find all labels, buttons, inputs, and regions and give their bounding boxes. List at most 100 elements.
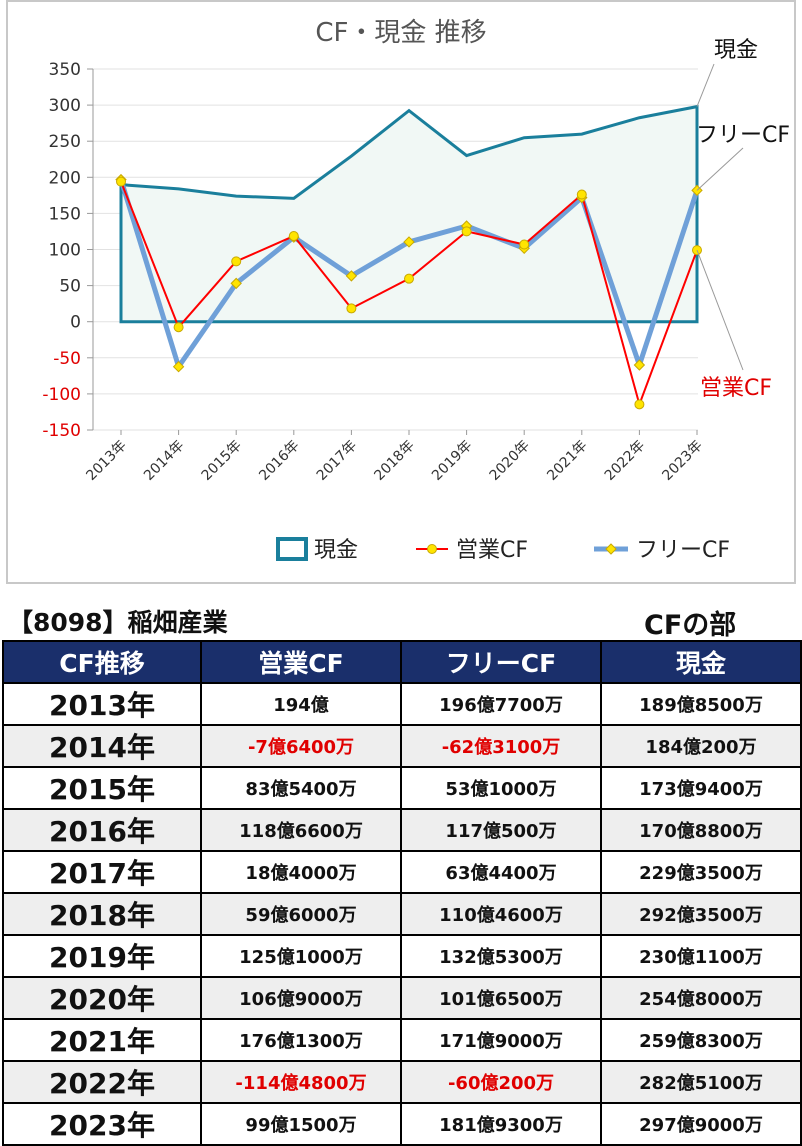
header-cash: 現金 xyxy=(600,640,802,684)
free-cf-point xyxy=(403,236,415,248)
x-tick-label: 2017年 xyxy=(314,438,360,484)
legend-swatch-cash xyxy=(276,537,308,561)
y-tick-label: -50 xyxy=(53,349,81,369)
y-tick-label: 200 xyxy=(49,168,81,188)
free-cf-cell: 181億9300万 xyxy=(400,1102,602,1146)
cash-cell: 170億8800万 xyxy=(600,808,802,852)
free-cf-point xyxy=(172,360,185,373)
operating-cf-cell: 194億 xyxy=(200,682,402,726)
cash-cell: 282億5100万 xyxy=(600,1060,802,1104)
free-cf-cell: -62億3100万 xyxy=(400,724,602,768)
chart-title: CF・現金 推移 xyxy=(315,18,486,48)
x-tick-label: 2013年 xyxy=(83,438,129,484)
cash-cell: 184億200万 xyxy=(600,724,802,768)
legend-label-cash: 現金 xyxy=(314,538,358,563)
x-tick-label: 2023年 xyxy=(659,438,705,484)
free-cf-cell: 132億5300万 xyxy=(400,934,602,978)
free-cf-point xyxy=(230,277,242,290)
annotation-label: 営業CF xyxy=(700,376,772,401)
operating-cf-cell: 59億6000万 xyxy=(200,892,402,936)
operating-cf-point xyxy=(116,176,126,187)
y-tick-label: 350 xyxy=(49,60,81,80)
year-cell: 2013年 xyxy=(2,682,202,726)
operating-cf-point xyxy=(519,239,530,250)
table-header-row: CF推移 営業CF フリーCF 現金 xyxy=(2,640,802,684)
company-title: 【8098】稲畑産業 xyxy=(8,608,228,637)
cash-cell: 254億8000万 xyxy=(600,976,802,1020)
annotation-leader xyxy=(696,249,744,371)
operating-cf-point xyxy=(173,322,184,333)
x-tick-label: 2021年 xyxy=(544,438,590,484)
cash-cell: 297億9000万 xyxy=(600,1102,802,1146)
free-cf-cell: 63億4400万 xyxy=(400,850,602,894)
x-tick-label: 2015年 xyxy=(199,438,245,484)
operating-cf-point xyxy=(634,399,645,410)
annotation-leader xyxy=(696,63,715,107)
annotation-label: 現金 xyxy=(714,38,758,63)
operating-cf-cell: 118億6600万 xyxy=(200,808,402,852)
cf-cash-chart: CF・現金 推移 350 300 250 200 150 100 50 0 -50 -100 -150… xyxy=(42,18,790,563)
x-tick-label: 2016年 xyxy=(256,438,302,484)
year-cell: 2018年 xyxy=(2,892,202,936)
free-cf-cell: 110億4600万 xyxy=(400,892,602,936)
legend-marker-free-cf xyxy=(605,543,617,555)
x-tick-label: 2022年 xyxy=(602,438,648,484)
year-cell: 2022年 xyxy=(2,1060,202,1104)
free-cf-cell: -60億200万 xyxy=(400,1060,602,1104)
free-cf-cell: 101億6500万 xyxy=(400,976,602,1020)
year-cell: 2014年 xyxy=(2,724,202,768)
cash-cell: 189億8500万 xyxy=(600,682,802,726)
x-tick-label: 2020年 xyxy=(487,438,533,484)
operating-cf-cell: 176億1300万 xyxy=(200,1018,402,1062)
y-tick-label: 0 xyxy=(70,313,81,333)
cash-cell: 229億3500万 xyxy=(600,850,802,894)
table-row: 2014年 -7億6400万 -62億3100万 184億200万 xyxy=(2,724,802,768)
x-tick-label: 2018年 xyxy=(371,438,417,484)
operating-cf-cell: 83億5400万 xyxy=(200,766,402,810)
operating-cf-point xyxy=(461,226,472,237)
annotation-label: フリーCF xyxy=(696,123,790,148)
free-cf-cell: 196億7700万 xyxy=(400,682,602,726)
year-cell: 2023年 xyxy=(2,1102,202,1146)
year-cell: 2016年 xyxy=(2,808,202,852)
year-cell: 2020年 xyxy=(2,976,202,1020)
free-cf-cell: 53億1000万 xyxy=(400,766,602,810)
year-cell: 2021年 xyxy=(2,1018,202,1062)
y-tick-label: 300 xyxy=(49,96,81,116)
table-row: 2021年 176億1300万 171億9000万 259億8300万 xyxy=(2,1018,802,1062)
y-tick-label: 50 xyxy=(59,277,81,297)
operating-cf-cell: 99億1500万 xyxy=(200,1102,402,1146)
annotation-leader xyxy=(696,147,744,191)
table-row: 2018年 59億6000万 110億4600万 292億3500万 xyxy=(2,892,802,936)
free-cf-cell: 117億500万 xyxy=(400,808,602,852)
cash-cell: 230億1100万 xyxy=(600,934,802,978)
operating-cf-cell: 18億4000万 xyxy=(200,850,402,894)
year-cell: 2017年 xyxy=(2,850,202,894)
x-tick-label: 2014年 xyxy=(141,438,187,484)
operating-cf-point xyxy=(288,231,299,242)
y-tick-label: 100 xyxy=(49,241,81,261)
operating-cf-cell: 106億9000万 xyxy=(200,976,402,1020)
header-operating-cf: 営業CF xyxy=(200,640,402,684)
operating-cf-cell: -114億4800万 xyxy=(200,1060,402,1104)
table-row: 2022年 -114億4800万 -60億200万 282億5100万 xyxy=(2,1060,802,1104)
legend-label-operating-cf: 営業CF xyxy=(456,538,528,563)
free-cf-point xyxy=(345,270,358,282)
y-tick-label: -150 xyxy=(42,421,81,441)
operating-cf-cell: 125億1000万 xyxy=(200,934,402,978)
table-row: 2023年 99億1500万 181億9300万 297億9000万 xyxy=(2,1102,802,1146)
y-tick-label: 250 xyxy=(49,132,81,152)
cash-cell: 173億9400万 xyxy=(600,766,802,810)
year-cell: 2015年 xyxy=(2,766,202,810)
legend-label-free-cf: フリーCF xyxy=(636,538,730,563)
table-row: 2015年 83億5400万 53億1000万 173億9400万 xyxy=(2,766,802,810)
header-cf-trend: CF推移 xyxy=(2,640,202,684)
cash-cell: 292億3500万 xyxy=(600,892,802,936)
table-row: 2016年 118億6600万 117億500万 170億8800万 xyxy=(2,808,802,852)
table-row: 2013年 194億 196億7700万 189億8500万 xyxy=(2,682,802,726)
operating-cf-point xyxy=(404,273,414,284)
cf-table: CF推移 営業CF フリーCF 現金 2013年 194億 196億7700万 189… xyxy=(2,640,802,1146)
table-row: 2017年 18億4000万 63億4400万 229億3500万 xyxy=(2,850,802,894)
y-tick-label: -100 xyxy=(42,385,81,405)
chart-frame: CF・現金 推移 350 300 250 200 150 100 50 0 -50 -100 -150… xyxy=(6,0,796,584)
